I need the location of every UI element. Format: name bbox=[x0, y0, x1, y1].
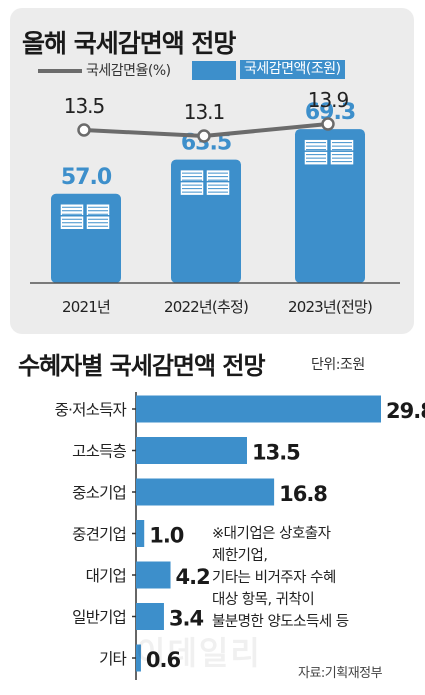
category-label: 중소기업 bbox=[72, 484, 126, 502]
bar-2023-revenue-2 bbox=[295, 129, 365, 283]
legend-line-swatch bbox=[38, 69, 82, 73]
category-label: 고소득층 bbox=[72, 443, 126, 461]
legend-bar-label: 국세감면액(조원) bbox=[240, 60, 345, 79]
hbar bbox=[136, 644, 141, 672]
line-value-label: 13.9 bbox=[308, 88, 349, 112]
top-chart-title: 올해 국세감면액 전망 bbox=[22, 29, 236, 58]
line-point bbox=[77, 123, 91, 137]
x-tick-label: 2023년(전망) bbox=[288, 298, 372, 316]
hbar bbox=[136, 520, 145, 547]
x-tick-label: 2021년 bbox=[62, 298, 110, 316]
line-point bbox=[197, 129, 211, 143]
category-label: 중·저소득자 bbox=[55, 401, 127, 419]
hbar bbox=[136, 478, 275, 506]
bar-value-label: 57.0 bbox=[61, 165, 112, 190]
category-label: 일반기업 bbox=[72, 609, 126, 627]
hbar-value-label: 13.5 bbox=[252, 441, 300, 465]
footnote: ※대기업은 상호출자 제한기업, 기타는 비거주자 수혜 대상 항목, 귀착이 … bbox=[212, 526, 349, 630]
legend-line-label: 국세감면율(%) bbox=[86, 63, 171, 79]
money-stack-icon bbox=[59, 203, 111, 231]
hbar bbox=[136, 603, 164, 630]
hbar bbox=[136, 437, 247, 464]
hbar bbox=[136, 395, 381, 423]
line-point bbox=[321, 117, 335, 131]
watermark: 이데일리 bbox=[136, 634, 262, 672]
line-value-label: 13.1 bbox=[184, 100, 225, 124]
hbar-value-label: 1.0 bbox=[149, 524, 184, 548]
hbar-value-label: 4.2 bbox=[176, 565, 210, 589]
unit-label: 단위:조원 bbox=[311, 357, 365, 373]
hbar-value-label: 29.8 bbox=[386, 399, 425, 423]
category-label: 기타 bbox=[99, 650, 126, 668]
hbar bbox=[136, 561, 171, 589]
category-label: 중견기업 bbox=[72, 526, 126, 544]
hbar-value-label: 16.8 bbox=[279, 482, 327, 506]
source-label: 자료:기획재정부 bbox=[298, 666, 383, 681]
bottom-chart-title: 수혜자별 국세감면액 전망 bbox=[18, 352, 266, 380]
x-tick-label: 2022년(추정) bbox=[164, 298, 248, 316]
hbar-value-label: 0.6 bbox=[146, 648, 181, 672]
money-stack-icon bbox=[303, 138, 355, 166]
legend-bar-swatch bbox=[192, 61, 236, 80]
line-value-label: 13.5 bbox=[64, 94, 105, 118]
hbar-value-label: 3.4 bbox=[169, 607, 204, 631]
money-stack-icon bbox=[179, 168, 231, 197]
category-label: 대기업 bbox=[86, 567, 126, 585]
